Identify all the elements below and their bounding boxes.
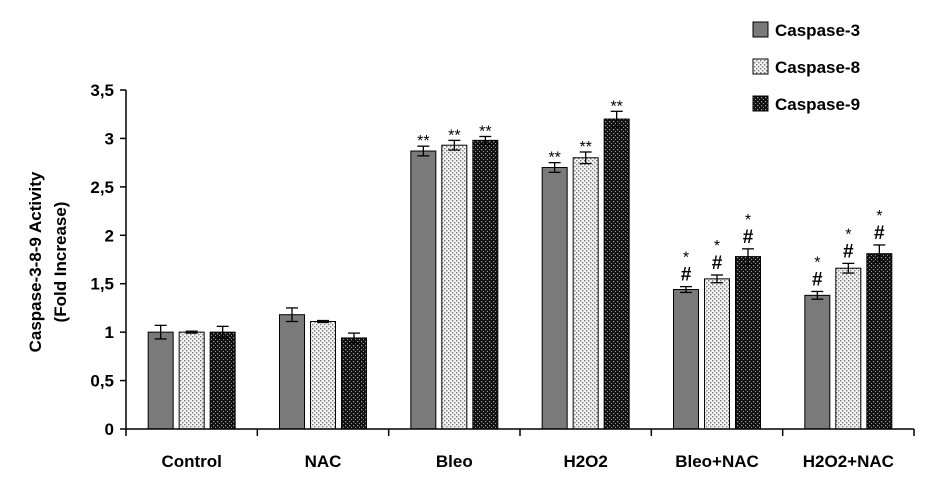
asterisk-annotation: * [876,208,882,225]
y-axis: 0 0,5 1 1,5 2 2,5 3 3,5 [90,81,127,439]
asterisk-annotation: ** [579,139,591,156]
bar [835,267,862,430]
y-tick-label: 0 [105,420,114,439]
significance-annotations: ** ** ********#* #* #*#*#* #* [417,98,885,290]
bar [735,256,761,430]
bar [472,139,499,430]
y-tick-label: 1 [105,323,114,342]
asterisk-annotation: ** [417,133,429,150]
asterisk-annotation: ** [548,150,560,167]
legend-label: Caspase-3 [775,21,860,40]
bar [178,331,205,430]
x-tick-label: Bleo+NAC [675,452,759,471]
hash-annotation: # [743,227,754,248]
bar [310,320,336,430]
bar [147,331,174,430]
asterisk-annotation: * [845,226,851,243]
legend: Caspase-3 Caspase-8 Caspase-9 [752,21,860,114]
bar [673,289,699,430]
bars [147,110,893,430]
asterisk-annotation: ** [479,123,491,140]
asterisk-annotation: * [714,238,720,255]
hash-annotation: # [843,241,854,262]
legend-label: Caspase-8 [775,58,860,77]
hash-annotation: # [681,265,692,286]
bar [410,150,437,430]
asterisk-annotation: * [814,254,820,271]
legend-label: Caspase-9 [775,95,860,114]
bar [572,157,599,430]
x-tick-label: H2O2+NAC [803,452,894,471]
bar [866,253,893,430]
asterisk-annotation: * [745,212,751,229]
x-tick-label: Control [161,452,221,471]
y-tick-label: 2,5 [90,178,114,197]
y-tick-label: 2 [105,226,114,245]
x-tick-label: Bleo [436,452,473,471]
legend-swatch [752,21,769,38]
bar [441,144,468,430]
bar [541,166,568,430]
hash-annotation: # [712,253,723,274]
y-tick-label: 1,5 [90,275,114,294]
y-tick-label: 3 [105,129,114,148]
y-tick-label: 3,5 [90,81,114,100]
x-tick-label: NAC [305,452,342,471]
asterisk-annotation: ** [610,98,622,115]
y-tick-label: 0,5 [90,372,114,391]
y-axis-title: Caspase-3-8-9 Activity (Fold Increase) [26,171,70,352]
y-axis-title-line2: (Fold Increase) [51,202,70,323]
bar [209,331,236,430]
asterisk-annotation: ** [448,127,460,144]
bar [603,118,630,430]
hash-annotation: # [812,269,823,290]
bar [704,278,730,430]
x-axis: Control NAC Bleo H2O2 Bleo+NAC H2O2+NAC [125,428,915,471]
y-axis-title-line1: Caspase-3-8-9 Activity [26,171,45,352]
hash-annotation: # [874,223,885,244]
x-tick-label: H2O2 [563,452,607,471]
asterisk-annotation: * [683,250,689,267]
bar [279,314,305,430]
bar [804,294,831,430]
bar [341,337,367,430]
legend-swatch [752,58,769,75]
legend-swatch [752,95,769,112]
